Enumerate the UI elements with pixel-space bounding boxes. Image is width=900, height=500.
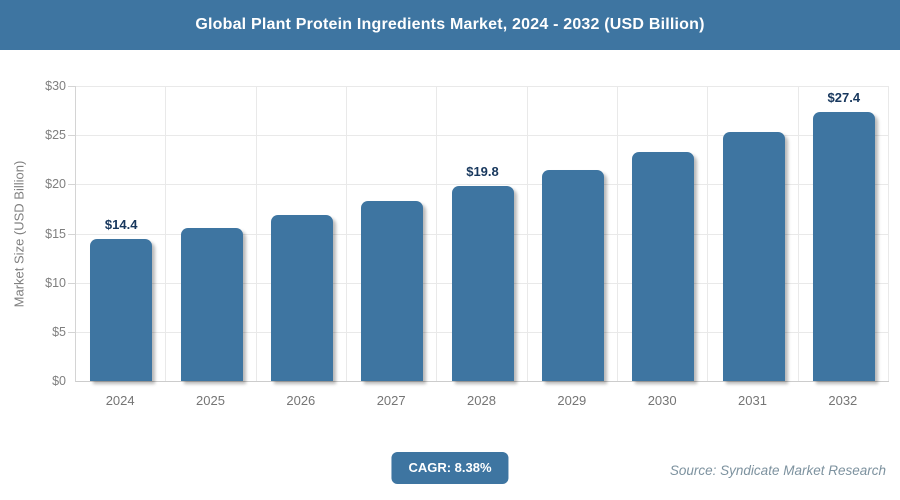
- bar-2030: [632, 151, 695, 381]
- x-tick-label: 2027: [376, 393, 406, 408]
- v-gridline: [526, 86, 528, 381]
- y-tick-mark: [68, 233, 76, 235]
- x-tick-label: 2031: [738, 393, 767, 408]
- y-axis-tick-labels: $0 $5 $10 $15 $20 $25 $30: [0, 79, 66, 388]
- y-tick-label: $15: [45, 226, 66, 241]
- bar-data-label: $14.4: [104, 217, 138, 233]
- bar-2025: [180, 227, 243, 381]
- bar-data-label: $27.4: [827, 89, 861, 105]
- y-tick-mark: [68, 86, 76, 87]
- y-tick-mark: [68, 184, 76, 186]
- cagr-badge: CAGR: 8.38%: [391, 452, 509, 484]
- y-tick-label: $25: [45, 128, 66, 143]
- y-tick-label: $30: [45, 79, 66, 93]
- plot-area: $14.4 $19.8 $27.4: [68, 86, 889, 382]
- source-note: Source: Syndicate Market Research: [669, 463, 886, 478]
- h-gridline: [76, 135, 889, 137]
- x-tick-label: 2028: [467, 393, 496, 408]
- bar-2031: [722, 132, 785, 381]
- h-gridline: [76, 86, 889, 87]
- bar-2032: [812, 111, 875, 381]
- y-tick-mark: [68, 282, 76, 284]
- x-tick-label: 2025: [196, 393, 225, 408]
- bar-2026: [270, 214, 333, 381]
- v-gridline: [436, 86, 438, 381]
- y-tick-label: $0: [52, 374, 66, 388]
- v-gridline: [346, 86, 347, 381]
- chart-title: Global Plant Protein Ingredients Market,…: [195, 16, 705, 33]
- h-gridline: [76, 184, 889, 186]
- v-gridline: [165, 86, 167, 381]
- x-axis-tick-labels: 2024 2025 2026 2027 2028 2029 2030 2031 2032: [75, 393, 889, 413]
- y-tick-label: $20: [45, 177, 66, 192]
- y-tick-mark: [68, 135, 76, 137]
- v-gridline: [797, 86, 799, 381]
- y-tick-label: $5: [52, 324, 66, 339]
- v-gridline: [707, 86, 709, 381]
- v-gridline: [617, 86, 618, 381]
- bar-2027: [361, 201, 424, 381]
- chart-title-bar: Global Plant Protein Ingredients Market,…: [0, 0, 900, 50]
- x-tick-label: 2024: [105, 393, 135, 408]
- bar-2024: [90, 239, 153, 381]
- y-tick-mark: [68, 331, 76, 333]
- x-tick-label: 2026: [286, 393, 316, 408]
- v-gridline: [888, 86, 889, 381]
- v-gridline: [255, 86, 257, 381]
- x-tick-label: 2032: [828, 393, 858, 408]
- x-tick-label: 2029: [557, 393, 587, 408]
- bar-data-label: $19.8: [466, 164, 499, 180]
- bar-2028: [451, 186, 514, 381]
- cagr-badge-label: CAGR: 8.38%: [408, 460, 492, 475]
- bar-2029: [541, 169, 604, 381]
- y-tick-label: $10: [45, 275, 66, 290]
- x-tick-label: 2030: [647, 393, 677, 408]
